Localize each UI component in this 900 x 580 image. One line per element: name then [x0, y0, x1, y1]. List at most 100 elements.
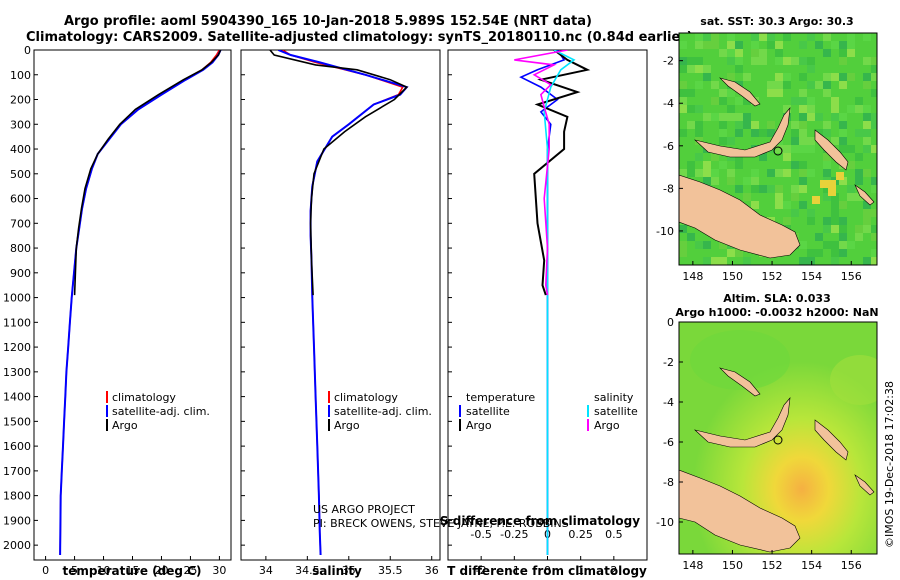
- legend-climatology: climatology: [112, 391, 176, 404]
- sst-cell: [719, 129, 727, 137]
- sst-cell: [695, 57, 703, 65]
- sst-cell: [807, 209, 815, 217]
- sst-cell: [767, 129, 775, 137]
- sst-cell: [711, 113, 719, 121]
- sst-cell: [839, 233, 847, 241]
- sst-cell: [751, 41, 759, 49]
- sst-cell: [847, 73, 855, 81]
- sst-cell: [695, 121, 703, 129]
- sst-cell: [839, 57, 847, 65]
- sst-cell: [695, 33, 703, 41]
- sst-cell: [799, 105, 807, 113]
- sst-cell: [871, 89, 877, 97]
- sla-map-axes: 148 150 152 154 156 0 -2 -4 -6 -8 -10: [656, 316, 862, 572]
- sst-cell: [767, 81, 775, 89]
- sst-cell: [831, 225, 839, 233]
- sst-cell: [735, 185, 743, 193]
- sst-cell: [791, 137, 799, 145]
- map-y-tick-label: -10: [656, 516, 674, 529]
- legend-swatch-t-satellite: [459, 405, 461, 417]
- map-y-tick-label: -4: [663, 396, 674, 409]
- sst-cell: [791, 161, 799, 169]
- sst-cell: [855, 225, 863, 233]
- bougainville-land: [814, 419, 849, 461]
- x2-tick-label: -0.5: [470, 528, 491, 541]
- sst-cell: [863, 225, 871, 233]
- depth-axis: 0 100 200 300 400 500 600 700 800 900 1000 1100 1200…: [3, 44, 452, 552]
- sst-cell: [783, 169, 791, 177]
- sst-cell: [807, 145, 815, 153]
- sst-cell: [799, 145, 807, 153]
- sst-cell: [735, 49, 743, 57]
- sst-cell: [831, 193, 839, 201]
- sst-cell: [783, 145, 791, 153]
- sst-cell: [823, 153, 831, 161]
- map-y-tick-label: -8: [663, 182, 674, 195]
- sst-cell: [743, 177, 751, 185]
- new-guinea-land: [679, 174, 801, 259]
- map-x-tick-label: 154: [801, 559, 822, 572]
- sst-cell: [847, 105, 855, 113]
- legend-swatch-t-argo: [459, 419, 461, 431]
- map-x-tick-label: 152: [762, 559, 783, 572]
- sst-cell: [679, 41, 687, 49]
- sst-cell: [783, 57, 791, 65]
- sst-cell: [871, 233, 877, 241]
- sst-cell: [823, 33, 831, 41]
- sst-cell: [759, 33, 767, 41]
- sst-cell: [703, 169, 711, 177]
- sst-cell: [863, 113, 871, 121]
- legend-swatch-argo: [328, 419, 330, 431]
- sst-cell: [799, 169, 807, 177]
- x-tick-label: 2: [610, 564, 617, 577]
- sst-cell: [727, 33, 735, 41]
- sst-cell: [847, 145, 855, 153]
- sla-argo-marker: [773, 435, 783, 445]
- sst-cell: [695, 153, 703, 161]
- sst-cell: [839, 129, 847, 137]
- sst-cell: [823, 81, 831, 89]
- legend-swatch-s-satellite: [587, 405, 589, 417]
- sst-cell: [759, 185, 767, 193]
- sst-cell: [775, 81, 783, 89]
- x-tick-label: 34: [259, 564, 273, 577]
- sst-cell: [679, 105, 687, 113]
- sst-cell: [839, 73, 847, 81]
- sst-argo-marker: [773, 146, 783, 156]
- depth-tick-label: 1900: [3, 514, 31, 527]
- sst-cell: [847, 193, 855, 201]
- legend-swatch-s-argo: [587, 419, 589, 431]
- sst-cell: [759, 129, 767, 137]
- sst-cell: [863, 129, 871, 137]
- sst-cell: [799, 257, 807, 265]
- map-x-tick-label: 154: [801, 270, 822, 283]
- sst-cell: [687, 161, 695, 169]
- sst-cell: [711, 169, 719, 177]
- sst-cell: [871, 145, 877, 153]
- sst-cell: [791, 97, 799, 105]
- sst-cell: [863, 57, 871, 65]
- figure-title-line2: Climatology: CARS2009. Satellite-adjuste…: [26, 30, 693, 45]
- sst-cell: [679, 225, 687, 233]
- depth-tick-label: 300: [10, 118, 31, 131]
- x-tick-label: 0: [42, 564, 49, 577]
- sst-cell: [831, 209, 839, 217]
- sla-low-patch: [690, 330, 790, 390]
- sst-cell: [863, 121, 871, 129]
- sst-cell: [695, 81, 703, 89]
- salinity-x-axis: 34 34.5 35 35.5 36: [259, 556, 439, 577]
- sst-cell: [679, 81, 687, 89]
- sst-cell: [863, 257, 871, 265]
- sst-cell: [823, 185, 831, 193]
- sst-cell: [695, 129, 703, 137]
- sst-cell: [823, 241, 831, 249]
- difference-x2label: S difference from climatology: [440, 514, 640, 528]
- sst-cell: [703, 65, 711, 73]
- sst-cell: [855, 153, 863, 161]
- map-y-tick-label: -4: [663, 97, 674, 110]
- sst-map-title: sat. SST: 30.3 Argo: 30.3: [700, 15, 853, 28]
- sst-cell: [799, 73, 807, 81]
- sst-cell: [823, 169, 831, 177]
- sst-cell: [679, 241, 687, 249]
- sst-cell: [847, 49, 855, 57]
